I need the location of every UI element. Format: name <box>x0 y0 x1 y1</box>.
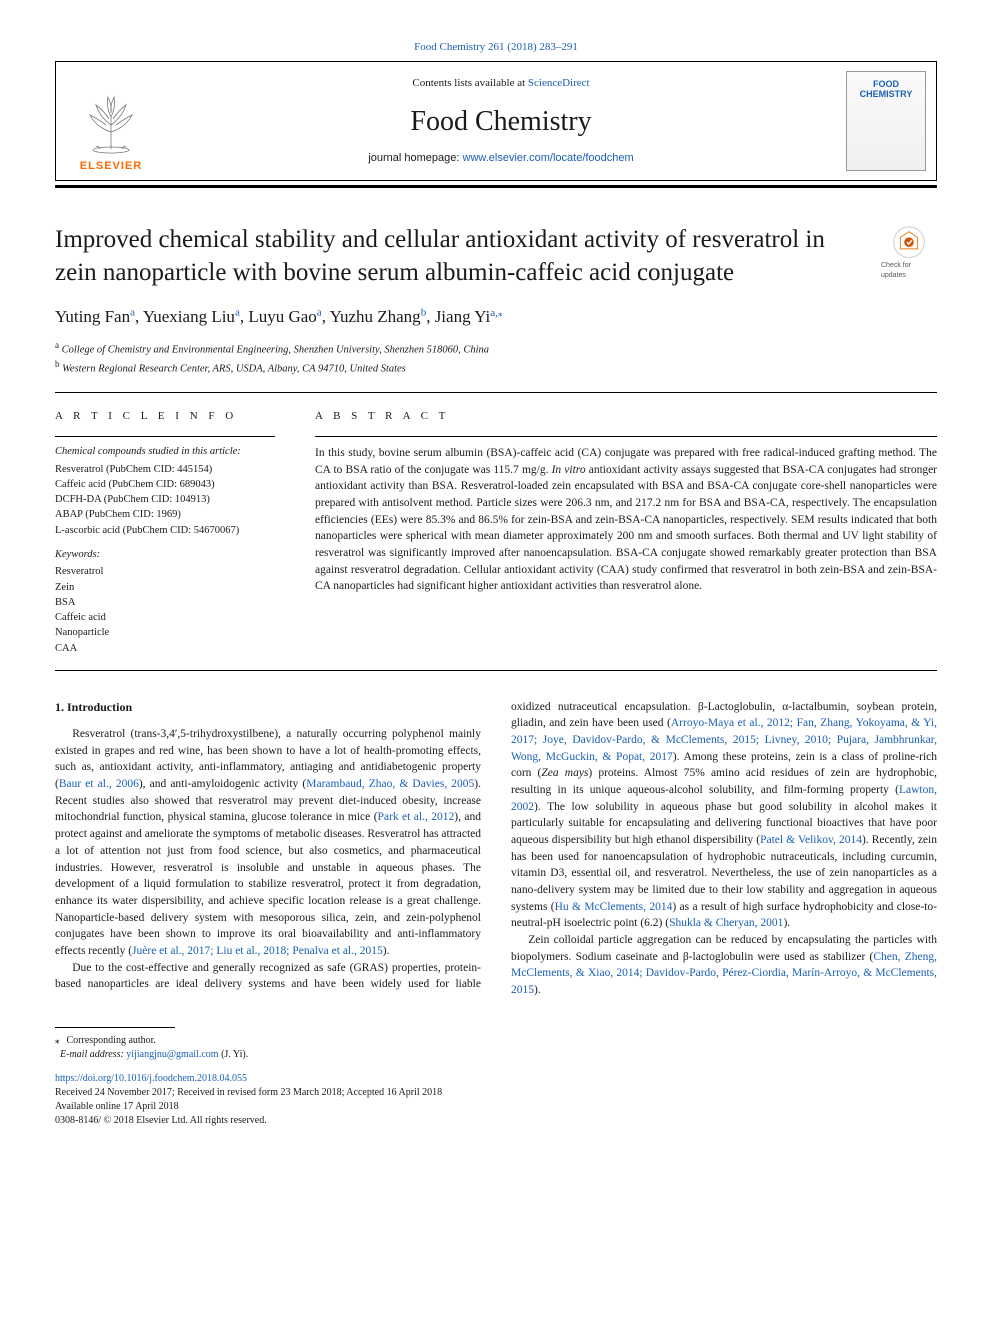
updates-badge-label: Check for updates <box>881 261 937 281</box>
cover-line1: FOOD <box>873 79 899 89</box>
article-info: A R T I C L E I N F O Chemical compounds… <box>55 409 275 656</box>
keyword-2: BSA <box>55 595 275 610</box>
homepage-line: journal homepage: www.elsevier.com/locat… <box>368 151 633 166</box>
affiliations: a College of Chemistry and Environmental… <box>55 339 937 377</box>
contents-prefix: Contents lists available at <box>412 77 527 89</box>
author-4-aff[interactable]: a,⁎ <box>490 307 507 319</box>
keyword-5: CAA <box>55 641 275 656</box>
abstract: A B S T R A C T In this study, bovine se… <box>315 409 937 656</box>
available-line: Available online 17 April 2018 <box>55 1100 937 1114</box>
author-2[interactable]: Luyu Gao <box>248 307 316 326</box>
publisher-logo-box: ELSEVIER <box>56 62 166 180</box>
affiliation-b: b Western Regional Research Center, ARS,… <box>55 358 937 377</box>
paragraph-1: Resveratrol (trans-3,4′,5-trihydroxystil… <box>55 726 481 959</box>
received-line: Received 24 November 2017; Received in r… <box>55 1086 937 1100</box>
journal-header: ELSEVIER Contents lists available at Sci… <box>55 61 937 181</box>
corresponding-note: ⁎ Corresponding author. <box>55 1034 937 1048</box>
cite-marambaud-2005[interactable]: Marambaud, Zhao, & Davies, 2005 <box>306 778 474 790</box>
footer-rule <box>55 1027 175 1028</box>
thick-rule <box>55 185 937 188</box>
sciencedirect-link[interactable]: ScienceDirect <box>528 77 590 89</box>
cover-line2: CHEMISTRY <box>860 89 913 99</box>
abstract-text: In this study, bovine serum albumin (BSA… <box>315 445 937 595</box>
cite-shukla-2001[interactable]: Shukla & Cheryan, 2001 <box>669 917 783 929</box>
keyword-4: Nanoparticle <box>55 625 275 640</box>
elsevier-tree-icon <box>76 87 146 157</box>
journal-cover-box: FOOD CHEMISTRY <box>836 62 936 180</box>
header-center: Contents lists available at ScienceDirec… <box>166 62 836 180</box>
author-3[interactable]: Yuzhu Zhang <box>330 307 421 326</box>
contents-line: Contents lists available at ScienceDirec… <box>412 76 589 91</box>
author-1-aff[interactable]: a <box>235 307 240 319</box>
compound-1: Caffeic acid (PubChem CID: 689043) <box>55 477 275 492</box>
svg-text:⁎: ⁎ <box>498 309 503 318</box>
compound-3: ABAP (PubChem CID: 1969) <box>55 507 275 522</box>
author-2-aff[interactable]: a <box>317 307 322 319</box>
email-link[interactable]: yijiangjnu@gmail.com <box>126 1049 218 1060</box>
email-note: E-mail address: yijiangjnu@gmail.com (J.… <box>55 1048 937 1062</box>
citation-link[interactable]: Food Chemistry 261 (2018) 283–291 <box>414 41 578 53</box>
compound-2: DCFH-DA (PubChem CID: 104913) <box>55 492 275 507</box>
thin-rule-bottom <box>55 670 937 671</box>
homepage-link[interactable]: www.elsevier.com/locate/foodchem <box>463 152 634 164</box>
keyword-1: Zein <box>55 580 275 595</box>
cite-juere-2017[interactable]: Juère et al., 2017; Liu et al., 2018; Pe… <box>132 945 383 957</box>
section-1-heading: 1. Introduction <box>55 699 481 716</box>
journal-cover-icon: FOOD CHEMISTRY <box>846 71 926 171</box>
paragraph-3: Zein colloidal particle aggregation can … <box>511 932 937 999</box>
check-updates-badge[interactable]: Check for updates <box>881 224 937 280</box>
keyword-3: Caffeic acid <box>55 610 275 625</box>
body-text: 1. Introduction Resveratrol (trans-3,4′,… <box>55 699 937 999</box>
thin-rule-top <box>55 392 937 393</box>
asterisk-icon: ⁎ <box>55 1036 64 1045</box>
doi-line: https://doi.org/10.1016/j.foodchem.2018.… <box>55 1072 937 1086</box>
compound-4: L-ascorbic acid (PubChem CID: 54670067) <box>55 523 275 538</box>
publisher-label: ELSEVIER <box>80 159 142 174</box>
author-1[interactable]: Yuexiang Liu <box>143 307 235 326</box>
keywords-label: Keywords: <box>55 548 275 563</box>
article-title: Improved chemical stability and cellular… <box>55 224 861 289</box>
compounds-label: Chemical compounds studied in this artic… <box>55 445 275 460</box>
journal-name: Food Chemistry <box>410 102 591 141</box>
doi-link[interactable]: https://doi.org/10.1016/j.foodchem.2018.… <box>55 1073 247 1084</box>
author-0-aff[interactable]: a <box>130 307 135 319</box>
compound-0: Resveratrol (PubChem CID: 445154) <box>55 462 275 477</box>
citation-line: Food Chemistry 261 (2018) 283–291 <box>55 40 937 55</box>
homepage-prefix: journal homepage: <box>368 152 462 164</box>
copyright-line: 0308-8146/ © 2018 Elsevier Ltd. All righ… <box>55 1114 937 1128</box>
abstract-rule <box>315 436 937 437</box>
cite-park-2012[interactable]: Park et al., 2012 <box>378 811 455 823</box>
author-4[interactable]: Jiang Yi <box>435 307 491 326</box>
author-3-aff[interactable]: b <box>421 307 427 319</box>
affiliation-a: a College of Chemistry and Environmental… <box>55 339 937 358</box>
cite-patel-2014[interactable]: Patel & Velikov, 2014 <box>760 834 862 846</box>
abstract-heading: A B S T R A C T <box>315 409 937 424</box>
authors-line: Yuting Fana, Yuexiang Liua, Luyu Gaoa, Y… <box>55 305 937 329</box>
author-0[interactable]: Yuting Fan <box>55 307 130 326</box>
svg-text:⁎: ⁎ <box>55 1036 60 1045</box>
cite-hu-2014[interactable]: Hu & McClements, 2014 <box>555 901 673 913</box>
cite-baur-2006[interactable]: Baur et al., 2006 <box>59 778 139 790</box>
keyword-0: Resveratrol <box>55 564 275 579</box>
article-info-heading: A R T I C L E I N F O <box>55 409 275 424</box>
info-rule <box>55 436 275 437</box>
